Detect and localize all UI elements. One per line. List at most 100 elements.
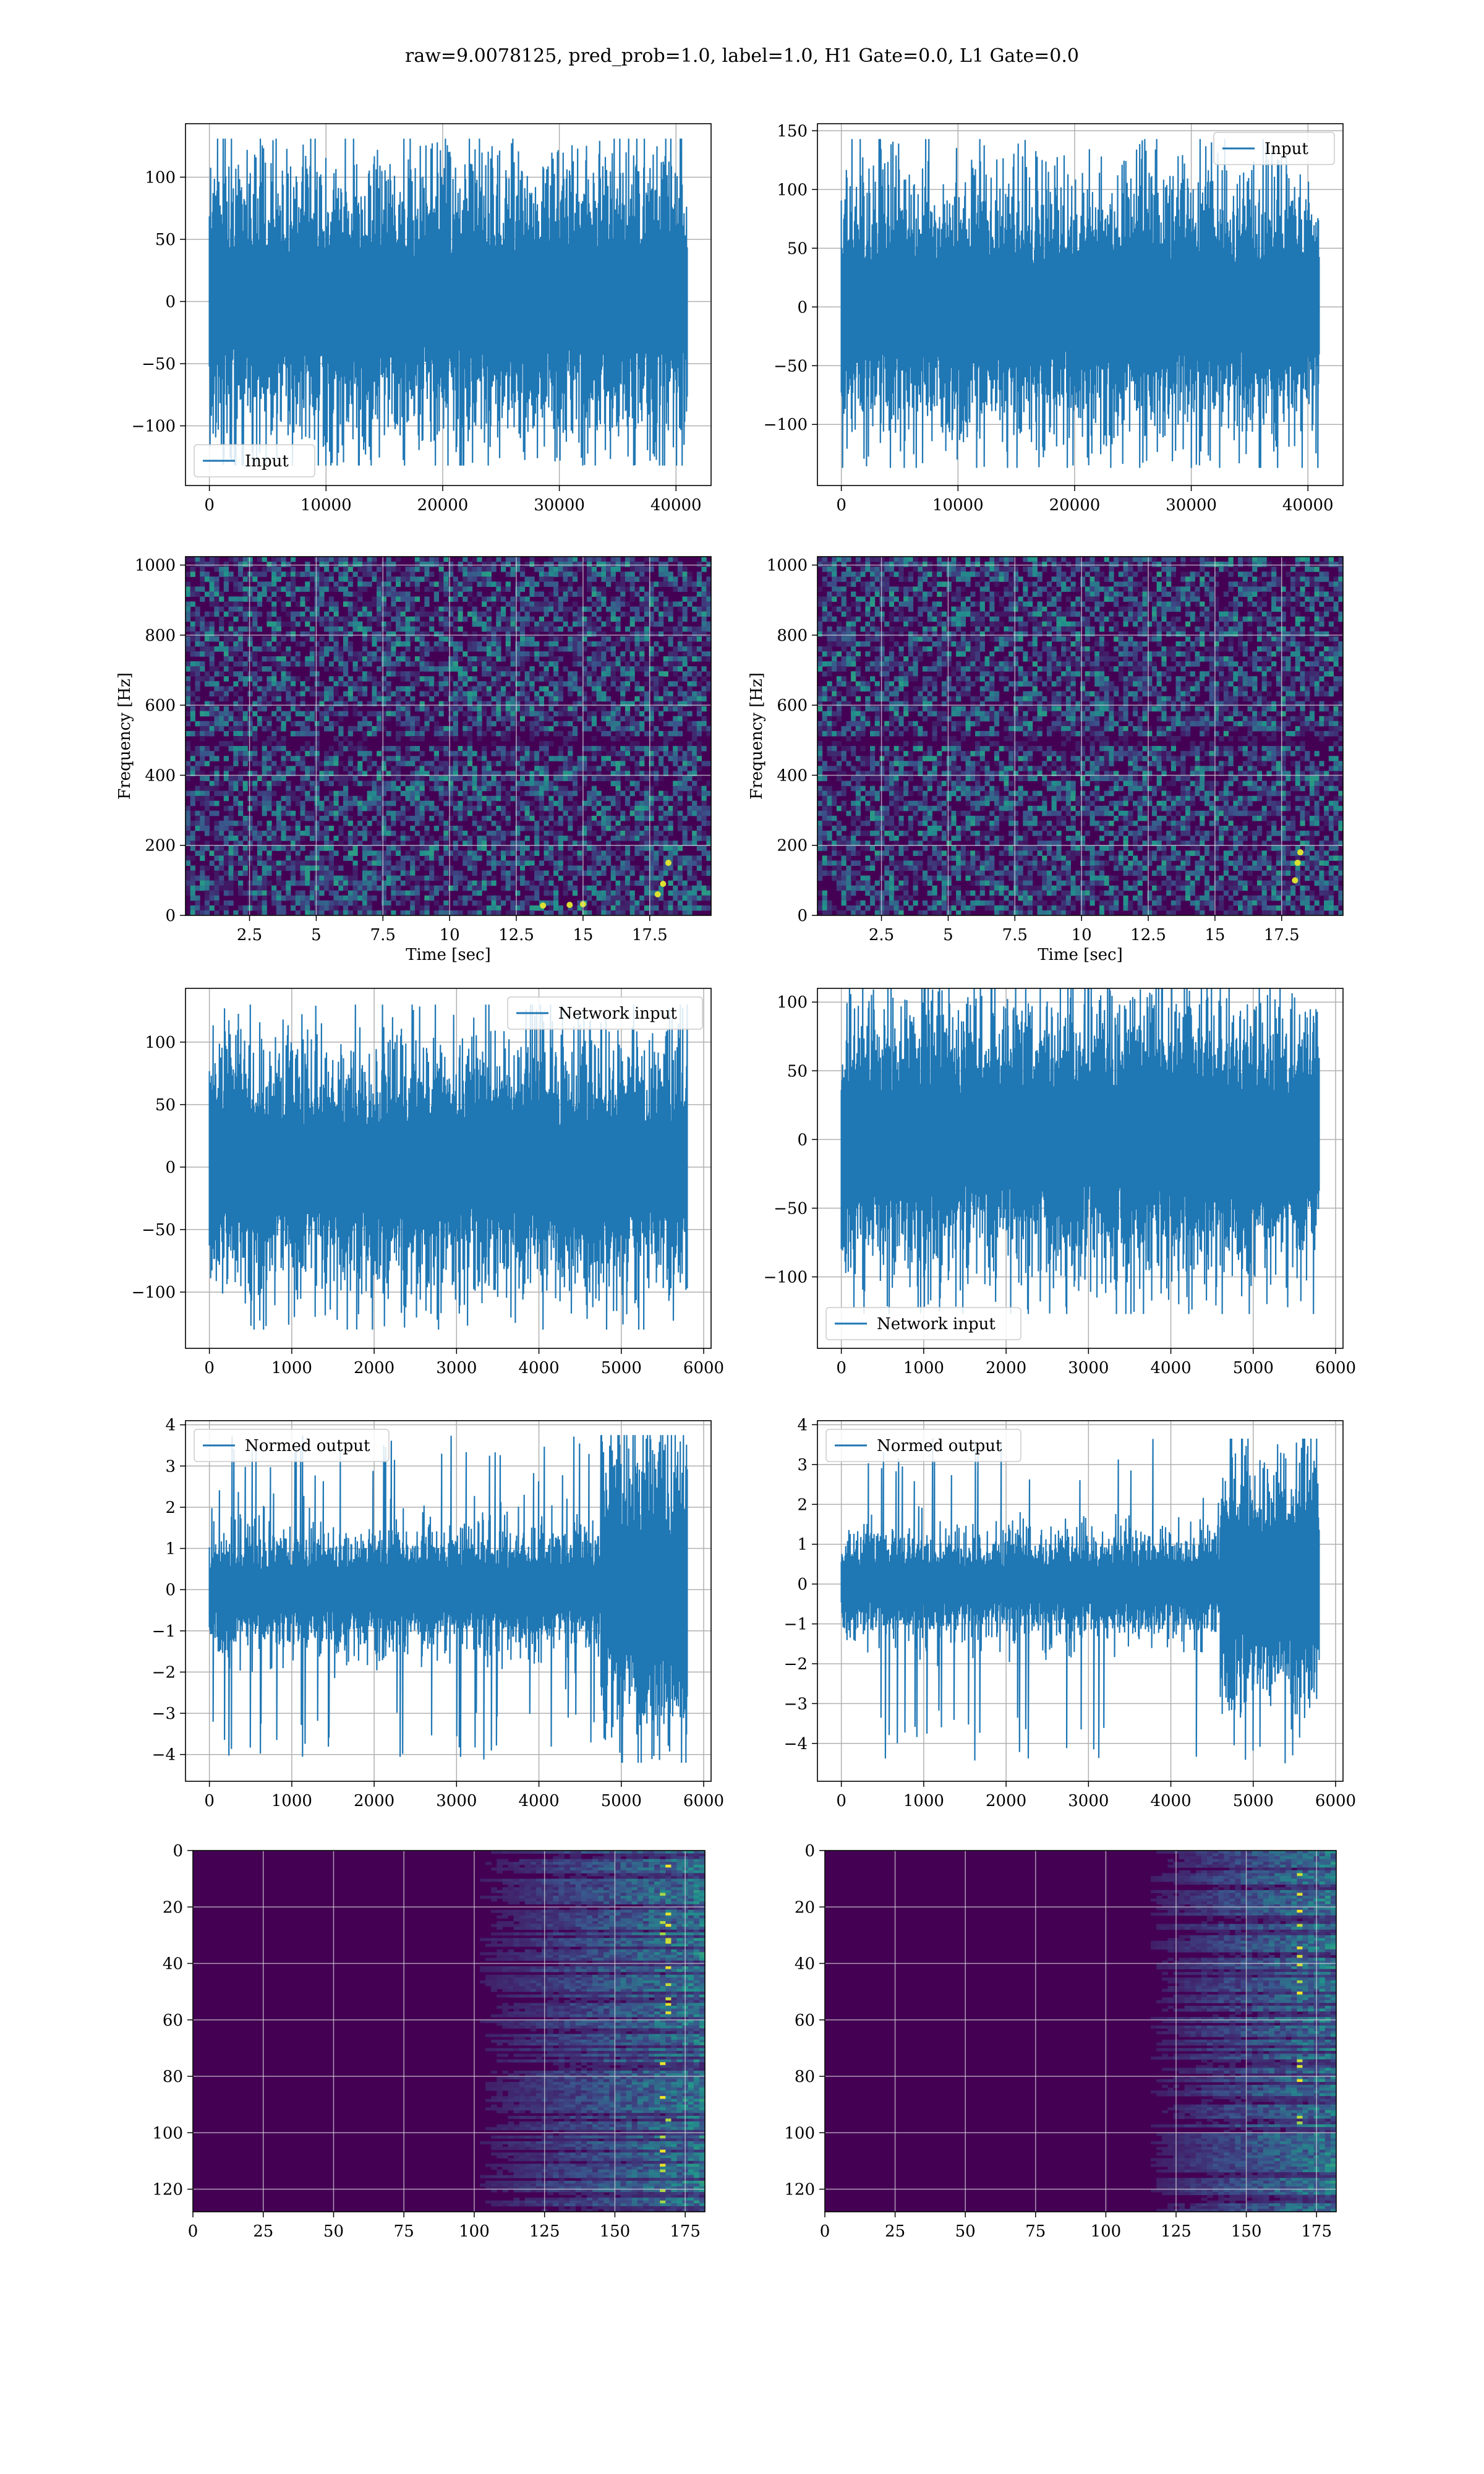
heatmap-cell: [524, 905, 530, 911]
heatmap-cell: [534, 836, 540, 841]
heatmap-cell: [186, 571, 191, 577]
heatmap-cell: [338, 646, 344, 652]
heatmap-cell: [267, 800, 272, 807]
heatmap-cell: [582, 836, 587, 841]
heatmap-cell: [696, 730, 702, 737]
heatmap-cell: [309, 656, 315, 662]
heatmap-cell: [548, 726, 554, 732]
heatmap-cell: [610, 900, 616, 906]
heatmap-cell: [548, 601, 554, 607]
heatmap-cell: [242, 626, 248, 632]
heatmap-cell: [615, 905, 621, 911]
heatmap-cell: [372, 855, 377, 861]
heatmap-cell: [448, 766, 454, 771]
heatmap-cell: [291, 631, 296, 637]
heatmap-cell: [467, 696, 473, 702]
heatmap-cell: [529, 855, 535, 861]
heatmap-cell: [491, 591, 497, 597]
heatmap-cell: [654, 860, 659, 866]
heatmap-cell: [305, 730, 310, 737]
heatmap-cell: [214, 681, 220, 687]
y-tick-label: −100: [132, 417, 176, 436]
heatmap-cell: [400, 641, 406, 647]
heatmap-cell: [568, 736, 573, 742]
heatmap-cell: [338, 746, 344, 751]
heatmap-cell: [548, 855, 554, 861]
heatmap-cell: [477, 681, 482, 687]
heatmap-cell: [419, 776, 425, 781]
heatmap-cell: [501, 721, 506, 727]
heatmap-cell: [443, 591, 449, 597]
heatmap-cell: [190, 601, 195, 607]
heatmap-cell: [410, 776, 416, 781]
heatmap-cell: [328, 900, 334, 906]
heatmap-cell: [591, 686, 597, 691]
heatmap-cell: [190, 810, 195, 816]
heatmap-cell: [620, 701, 626, 707]
heatmap-cell: [515, 611, 521, 617]
heatmap-cell: [309, 661, 315, 667]
heatmap-cell: [591, 671, 597, 677]
heatmap-cell: [295, 785, 301, 792]
heatmap-cell: [223, 696, 229, 702]
heatmap-cell: [701, 885, 707, 891]
heatmap-cell: [682, 831, 688, 836]
heatmap-cell: [396, 875, 401, 881]
heatmap-cell: [620, 586, 626, 592]
heatmap-cell: [372, 880, 377, 886]
heatmap-cell: [386, 810, 391, 816]
heatmap-cell: [219, 621, 224, 627]
heatmap-cell: [300, 586, 305, 592]
heatmap-cell: [242, 890, 248, 896]
heatmap-cell: [209, 730, 215, 737]
heatmap-cell: [505, 631, 511, 637]
heatmap-cell: [295, 756, 301, 761]
heatmap-cell: [501, 616, 506, 622]
heatmap-cell: [682, 761, 688, 766]
heatmap-cell: [486, 815, 492, 821]
heatmap-cell: [333, 836, 339, 841]
heatmap-cell: [238, 676, 244, 682]
heatmap-cell: [352, 860, 358, 866]
heatmap-cell: [324, 646, 330, 652]
heatmap-cell: [252, 781, 258, 787]
heatmap-cell: [701, 626, 707, 632]
heatmap-cell: [343, 671, 349, 677]
heatmap-cell: [625, 666, 631, 672]
heatmap-cell: [405, 815, 411, 821]
heatmap-cell: [429, 836, 435, 841]
heatmap-cell: [343, 781, 349, 787]
heatmap-cell: [200, 676, 205, 682]
heatmap-cell: [615, 716, 621, 722]
heatmap-cell: [381, 885, 386, 891]
heatmap-cell: [228, 686, 234, 691]
heatmap-cell: [386, 671, 391, 677]
heatmap-cell: [424, 576, 430, 582]
heatmap-cell: [228, 790, 234, 797]
heatmap-cell: [252, 880, 258, 886]
heatmap-cell: [209, 885, 215, 891]
heatmap-cell: [582, 706, 587, 712]
heatmap-cell: [644, 826, 649, 831]
heatmap-cell: [510, 661, 516, 667]
heatmap-cell: [615, 845, 621, 851]
heatmap-cell: [352, 826, 358, 831]
heatmap-cell: [228, 726, 234, 732]
heatmap-cell: [314, 910, 320, 915]
heatmap-cell: [367, 800, 372, 807]
heatmap-cell: [381, 781, 386, 787]
heatmap-cell: [706, 761, 711, 766]
heatmap-cell: [333, 865, 339, 871]
heatmap-cell: [625, 586, 631, 592]
heatmap-cell: [200, 730, 205, 737]
heatmap-cell: [606, 696, 612, 702]
heatmap-cell: [433, 706, 439, 712]
heatmap-cell: [610, 716, 616, 722]
heatmap-cell: [634, 681, 640, 687]
heatmap-cell: [496, 696, 501, 702]
heatmap-cell: [448, 910, 454, 915]
heatmap-cell: [610, 815, 616, 821]
heatmap-cell: [629, 581, 635, 587]
heatmap-cell: [357, 810, 363, 816]
